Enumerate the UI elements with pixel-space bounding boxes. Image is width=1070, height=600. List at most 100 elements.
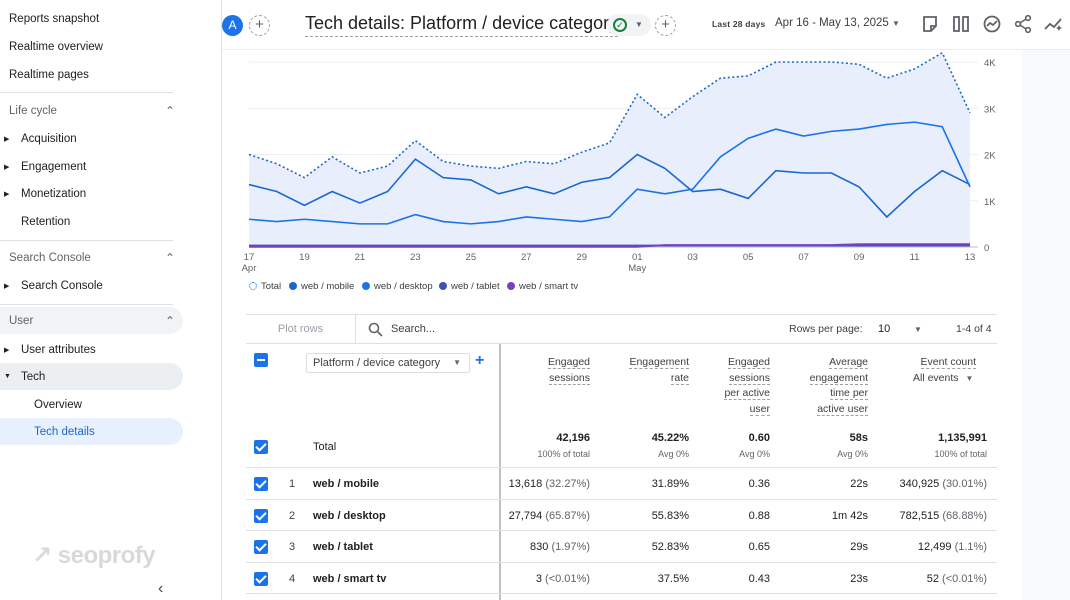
compare-icon[interactable]	[951, 14, 971, 34]
collapse-sidebar-icon[interactable]: ‹	[158, 580, 164, 597]
caret-right-icon: ▶	[4, 283, 10, 290]
x-tick-label: 11	[910, 252, 920, 263]
nav-tech-overview[interactable]: Overview	[34, 399, 82, 411]
table-row[interactable]: 3 web / tablet 830 (1.97%) 52.83% 0.65 29s 12,…	[246, 531, 997, 563]
rows-per-page-select[interactable]: 10	[878, 323, 891, 335]
cell-avg-time: 29s	[850, 541, 868, 553]
check-circle-icon: ✓	[613, 18, 627, 32]
legend-web-tablet[interactable]: web / tablet	[439, 281, 500, 292]
caret-down-icon: ▼	[635, 20, 643, 29]
col-avg-engagement-time[interactable]: Average engagement time per active user	[778, 355, 868, 417]
cell-percent: (1.97%)	[551, 541, 590, 553]
nav-realtime-overview[interactable]: Realtime overview	[9, 41, 103, 53]
total-sub: Avg 0%	[837, 449, 868, 459]
caret-down-icon[interactable]: ▼	[914, 325, 922, 334]
legend-label: web / mobile	[301, 281, 355, 292]
row-checkbox[interactable]	[254, 508, 268, 523]
date-range-picker[interactable]: Apr 16 - May 13, 2025	[775, 17, 889, 29]
row-dimension[interactable]: web / desktop	[313, 509, 386, 522]
nav-user-attributes[interactable]: User attributes	[21, 344, 96, 356]
row-dimension[interactable]: web / tablet	[313, 541, 373, 553]
nav-acquisition[interactable]: Acquisition	[21, 133, 77, 145]
nav-monetization[interactable]: Monetization	[21, 188, 87, 200]
caret-down-icon[interactable]: ▼	[892, 19, 900, 28]
comparison-avatar[interactable]: A	[222, 15, 243, 36]
col-engagement-rate[interactable]: Engagement rate	[598, 355, 689, 386]
section-search-console[interactable]: Search Console ⌃	[9, 247, 179, 269]
cell-avg-time: 22s	[850, 478, 868, 490]
x-tick-label: 29	[576, 252, 587, 263]
totals-checkbox[interactable]	[254, 440, 268, 454]
cell-event-count: 12,499 (1.1%)	[918, 541, 987, 553]
plot-rows-button[interactable]: Plot rows	[246, 315, 356, 344]
add-comparison-icon[interactable]: +	[249, 15, 270, 36]
column-separator	[499, 344, 501, 600]
table-row[interactable]: 4 web / smart tv 3 (<0.01%) 37.5% 0.43 23s 52 …	[246, 563, 997, 594]
legend-swatch	[507, 282, 515, 290]
search-input[interactable]: Search...	[391, 323, 436, 335]
add-filter-icon[interactable]: +	[655, 15, 676, 36]
legend-label: web / smart tv	[519, 281, 579, 292]
row-index: 2	[289, 509, 296, 522]
row-checkbox[interactable]	[254, 540, 268, 554]
cell-engaged-sessions: 830 (1.97%)	[530, 541, 590, 553]
legend-web-smart-tv[interactable]: web / smart tv	[507, 281, 578, 292]
total-sub: Avg 0%	[739, 449, 770, 459]
x-tick-label: 21	[355, 252, 366, 263]
header-line: active user	[817, 402, 868, 416]
legend-web-desktop[interactable]: web / desktop	[362, 281, 433, 292]
nav-reports-snapshot[interactable]: Reports snapshot	[9, 13, 100, 25]
insights-icon[interactable]	[982, 14, 1002, 34]
nav-realtime-pages[interactable]: Realtime pages	[9, 69, 89, 81]
cell-percent: (68.88%)	[942, 509, 987, 522]
data-table: Plot rows Search... Rows per page: 10 ▼ …	[246, 314, 997, 600]
total-event-count: 1,135,991	[938, 432, 987, 444]
total-engaged-sessions: 42,196	[556, 432, 590, 444]
section-lifecycle[interactable]: Life cycle ⌃	[9, 100, 179, 122]
legend-total[interactable]: Total	[249, 281, 281, 292]
row-checkbox[interactable]	[254, 477, 268, 491]
nav-tech-details[interactable]: Tech details	[34, 426, 95, 438]
event-filter-select[interactable]: All events ▼	[913, 372, 973, 384]
x-tick-label: 01	[632, 252, 643, 263]
dimension-select[interactable]: Platform / device category ▼	[306, 353, 470, 373]
share-icon[interactable]	[1013, 14, 1033, 34]
row-index: 1	[289, 478, 296, 490]
trend-sparkle-icon[interactable]	[1043, 14, 1063, 34]
cell-value: 782,515	[899, 509, 940, 522]
cell-per-user: 0.36	[748, 478, 770, 490]
row-dimension[interactable]: web / smart tv	[313, 572, 387, 585]
cell-percent: (<0.01%)	[545, 572, 590, 585]
total-engagement-rate: 45.22%	[651, 432, 689, 444]
tech-details-highlight	[0, 418, 183, 445]
nav-search-console[interactable]: Search Console	[21, 280, 103, 292]
total-label: Total	[313, 441, 337, 453]
pagination-text: 1-4 of 4	[956, 323, 992, 335]
nav-tech[interactable]: Tech	[21, 371, 46, 383]
nav-retention[interactable]: Retention	[21, 216, 71, 228]
col-engaged-sessions[interactable]: Engaged sessions	[511, 355, 590, 386]
col-engaged-per-user[interactable]: Engaged sessions per active user	[698, 355, 770, 417]
legend-swatch	[439, 282, 447, 290]
caret-down-icon: ▼	[965, 374, 974, 383]
x-tick-sublabel: May	[628, 263, 646, 274]
table-row[interactable]: 2 web / desktop 27,794 (65.87%) 55.83% 0.88 1…	[246, 500, 997, 531]
cell-event-count: 782,515 (68.88%)	[900, 510, 987, 522]
legend-web-mobile[interactable]: web / mobile	[289, 281, 354, 292]
caret-right-icon: ▶	[4, 164, 10, 171]
section-user[interactable]: User ⌃	[9, 310, 179, 332]
total-area-fill	[249, 52, 970, 247]
select-all-checkbox[interactable]	[254, 353, 268, 367]
row-dimension[interactable]: web / mobile	[313, 478, 380, 490]
nav-engagement[interactable]: Engagement	[21, 161, 87, 173]
status-pill[interactable]: ✓ ▼	[607, 14, 651, 36]
legend-label: web / desktop	[374, 281, 433, 292]
annotation-icon[interactable]	[920, 14, 940, 34]
row-checkbox[interactable]	[254, 571, 268, 586]
table-row[interactable]: 1 web / mobile 13,618 (32.27%) 31.89% 0.36 22…	[246, 468, 997, 500]
add-dimension-button[interactable]: +	[475, 352, 485, 369]
cell-engagement-rate: 52.83%	[651, 541, 689, 553]
col-event-count[interactable]: Event count	[876, 355, 976, 371]
header-line: engagement	[809, 371, 868, 385]
caret-down-icon: ▼	[453, 358, 461, 367]
